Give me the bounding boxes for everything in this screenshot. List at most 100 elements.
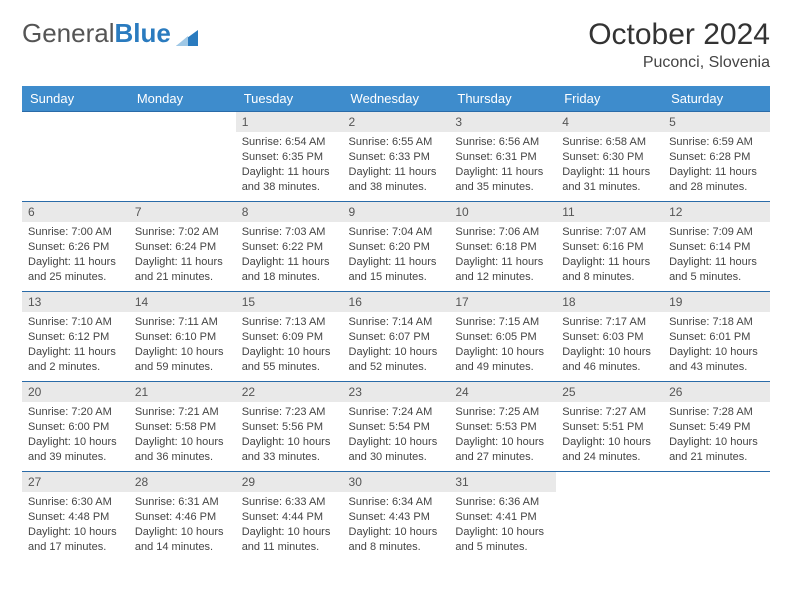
day-number: 21 — [129, 382, 236, 402]
day-body: Sunrise: 6:33 AMSunset: 4:44 PMDaylight:… — [236, 492, 343, 558]
day-body: Sunrise: 7:06 AMSunset: 6:18 PMDaylight:… — [449, 222, 556, 288]
sunset-line: Sunset: 4:43 PM — [349, 510, 444, 525]
daylight-line: Daylight: 11 hours and 5 minutes. — [669, 255, 764, 285]
day-body: Sunrise: 7:02 AMSunset: 6:24 PMDaylight:… — [129, 222, 236, 288]
daylight-line: Daylight: 10 hours and 27 minutes. — [455, 435, 550, 465]
day-cell: 28Sunrise: 6:31 AMSunset: 4:46 PMDayligh… — [129, 472, 236, 562]
sunset-line: Sunset: 6:07 PM — [349, 330, 444, 345]
day-body: Sunrise: 6:30 AMSunset: 4:48 PMDaylight:… — [22, 492, 129, 558]
daylight-line: Daylight: 11 hours and 12 minutes. — [455, 255, 550, 285]
day-number: 12 — [663, 202, 770, 222]
daylight-line: Daylight: 10 hours and 55 minutes. — [242, 345, 337, 375]
daylight-line: Daylight: 11 hours and 28 minutes. — [669, 165, 764, 195]
sunset-line: Sunset: 6:10 PM — [135, 330, 230, 345]
daylight-line: Daylight: 10 hours and 43 minutes. — [669, 345, 764, 375]
daylight-line: Daylight: 11 hours and 21 minutes. — [135, 255, 230, 285]
day-number: 27 — [22, 472, 129, 492]
day-body: Sunrise: 7:04 AMSunset: 6:20 PMDaylight:… — [343, 222, 450, 288]
day-cell: 27Sunrise: 6:30 AMSunset: 4:48 PMDayligh… — [22, 472, 129, 562]
day-cell: 5 Sunrise: 6:59 AMSunset: 6:28 PMDaylight… — [663, 112, 770, 202]
week-row: 20Sunrise: 7:20 AMSunset: 6:00 PMDayligh… — [22, 382, 770, 472]
calendar-table: SundayMondayTuesdayWednesdayThursdayFrid… — [22, 86, 770, 562]
day-cell: 7Sunrise: 7:02 AMSunset: 6:24 PMDaylight… — [129, 202, 236, 292]
sunrise-line: Sunrise: 7:09 AM — [669, 225, 764, 240]
dow-header: Monday — [129, 86, 236, 112]
day-cell: 3Sunrise: 6:56 AMSunset: 6:31 PMDaylight… — [449, 112, 556, 202]
dow-row: SundayMondayTuesdayWednesdayThursdayFrid… — [22, 86, 770, 112]
day-cell: 8Sunrise: 7:03 AMSunset: 6:22 PMDaylight… — [236, 202, 343, 292]
sunrise-line: Sunrise: 7:13 AM — [242, 315, 337, 330]
sunset-line: Sunset: 6:24 PM — [135, 240, 230, 255]
sunset-line: Sunset: 6:00 PM — [28, 420, 123, 435]
day-body: Sunrise: 7:11 AMSunset: 6:10 PMDaylight:… — [129, 312, 236, 378]
day-cell: 11Sunrise: 7:07 AMSunset: 6:16 PMDayligh… — [556, 202, 663, 292]
daylight-line: Daylight: 10 hours and 11 minutes. — [242, 525, 337, 555]
dow-header: Friday — [556, 86, 663, 112]
day-body: Sunrise: 7:09 AMSunset: 6:14 PMDaylight:… — [663, 222, 770, 288]
sunset-line: Sunset: 6:01 PM — [669, 330, 764, 345]
empty-cell — [22, 112, 129, 202]
day-cell: 24Sunrise: 7:25 AMSunset: 5:53 PMDayligh… — [449, 382, 556, 472]
daylight-line: Daylight: 10 hours and 39 minutes. — [28, 435, 123, 465]
logo-text-general: General — [22, 18, 115, 49]
sunset-line: Sunset: 6:14 PM — [669, 240, 764, 255]
daylight-line: Daylight: 10 hours and 21 minutes. — [669, 435, 764, 465]
day-body: Sunrise: 7:28 AMSunset: 5:49 PMDaylight:… — [663, 402, 770, 468]
day-cell: 12Sunrise: 7:09 AMSunset: 6:14 PMDayligh… — [663, 202, 770, 292]
day-cell: 6Sunrise: 7:00 AMSunset: 6:26 PMDaylight… — [22, 202, 129, 292]
sunset-line: Sunset: 5:54 PM — [349, 420, 444, 435]
dow-header: Tuesday — [236, 86, 343, 112]
daylight-line: Daylight: 10 hours and 14 minutes. — [135, 525, 230, 555]
day-body: Sunrise: 6:54 AMSunset: 6:35 PMDaylight:… — [236, 132, 343, 198]
day-body: Sunrise: 7:23 AMSunset: 5:56 PMDaylight:… — [236, 402, 343, 468]
sunrise-line: Sunrise: 7:23 AM — [242, 405, 337, 420]
day-number: 5 — [663, 112, 770, 132]
day-body: Sunrise: 7:10 AMSunset: 6:12 PMDaylight:… — [22, 312, 129, 378]
daylight-line: Daylight: 10 hours and 36 minutes. — [135, 435, 230, 465]
daylight-line: Daylight: 11 hours and 2 minutes. — [28, 345, 123, 375]
day-number: 4 — [556, 112, 663, 132]
day-cell: 25Sunrise: 7:27 AMSunset: 5:51 PMDayligh… — [556, 382, 663, 472]
sunrise-line: Sunrise: 6:59 AM — [669, 135, 764, 150]
sunset-line: Sunset: 6:28 PM — [669, 150, 764, 165]
day-number: 7 — [129, 202, 236, 222]
day-body: Sunrise: 7:27 AMSunset: 5:51 PMDaylight:… — [556, 402, 663, 468]
day-cell: 15Sunrise: 7:13 AMSunset: 6:09 PMDayligh… — [236, 292, 343, 382]
daylight-line: Daylight: 10 hours and 59 minutes. — [135, 345, 230, 375]
day-number: 13 — [22, 292, 129, 312]
daylight-line: Daylight: 11 hours and 15 minutes. — [349, 255, 444, 285]
day-number: 29 — [236, 472, 343, 492]
sunset-line: Sunset: 6:16 PM — [562, 240, 657, 255]
day-cell: 20Sunrise: 7:20 AMSunset: 6:00 PMDayligh… — [22, 382, 129, 472]
sunrise-line: Sunrise: 7:21 AM — [135, 405, 230, 420]
daylight-line: Daylight: 10 hours and 30 minutes. — [349, 435, 444, 465]
sunset-line: Sunset: 6:18 PM — [455, 240, 550, 255]
day-number: 11 — [556, 202, 663, 222]
day-number: 18 — [556, 292, 663, 312]
day-number: 6 — [22, 202, 129, 222]
sunrise-line: Sunrise: 7:10 AM — [28, 315, 123, 330]
title-block: October 2024 Puconci, Slovenia — [588, 18, 770, 72]
sunrise-line: Sunrise: 6:31 AM — [135, 495, 230, 510]
logo-sail-icon — [174, 24, 200, 44]
day-body: Sunrise: 7:21 AMSunset: 5:58 PMDaylight:… — [129, 402, 236, 468]
day-number: 30 — [343, 472, 450, 492]
sunrise-line: Sunrise: 6:36 AM — [455, 495, 550, 510]
daylight-line: Daylight: 11 hours and 31 minutes. — [562, 165, 657, 195]
day-cell: 2Sunrise: 6:55 AMSunset: 6:33 PMDaylight… — [343, 112, 450, 202]
sunrise-line: Sunrise: 6:58 AM — [562, 135, 657, 150]
day-number: 17 — [449, 292, 556, 312]
location: Puconci, Slovenia — [588, 54, 770, 72]
day-number: 2 — [343, 112, 450, 132]
sunset-line: Sunset: 4:46 PM — [135, 510, 230, 525]
daylight-line: Daylight: 10 hours and 17 minutes. — [28, 525, 123, 555]
day-cell: 10Sunrise: 7:06 AMSunset: 6:18 PMDayligh… — [449, 202, 556, 292]
sunset-line: Sunset: 5:58 PM — [135, 420, 230, 435]
day-body: Sunrise: 7:20 AMSunset: 6:00 PMDaylight:… — [22, 402, 129, 468]
dow-header: Sunday — [22, 86, 129, 112]
sunrise-line: Sunrise: 6:54 AM — [242, 135, 337, 150]
daylight-line: Daylight: 10 hours and 52 minutes. — [349, 345, 444, 375]
day-number: 19 — [663, 292, 770, 312]
header: GeneralBlue October 2024 Puconci, Sloven… — [22, 18, 770, 72]
logo-text-blue: Blue — [115, 18, 171, 49]
